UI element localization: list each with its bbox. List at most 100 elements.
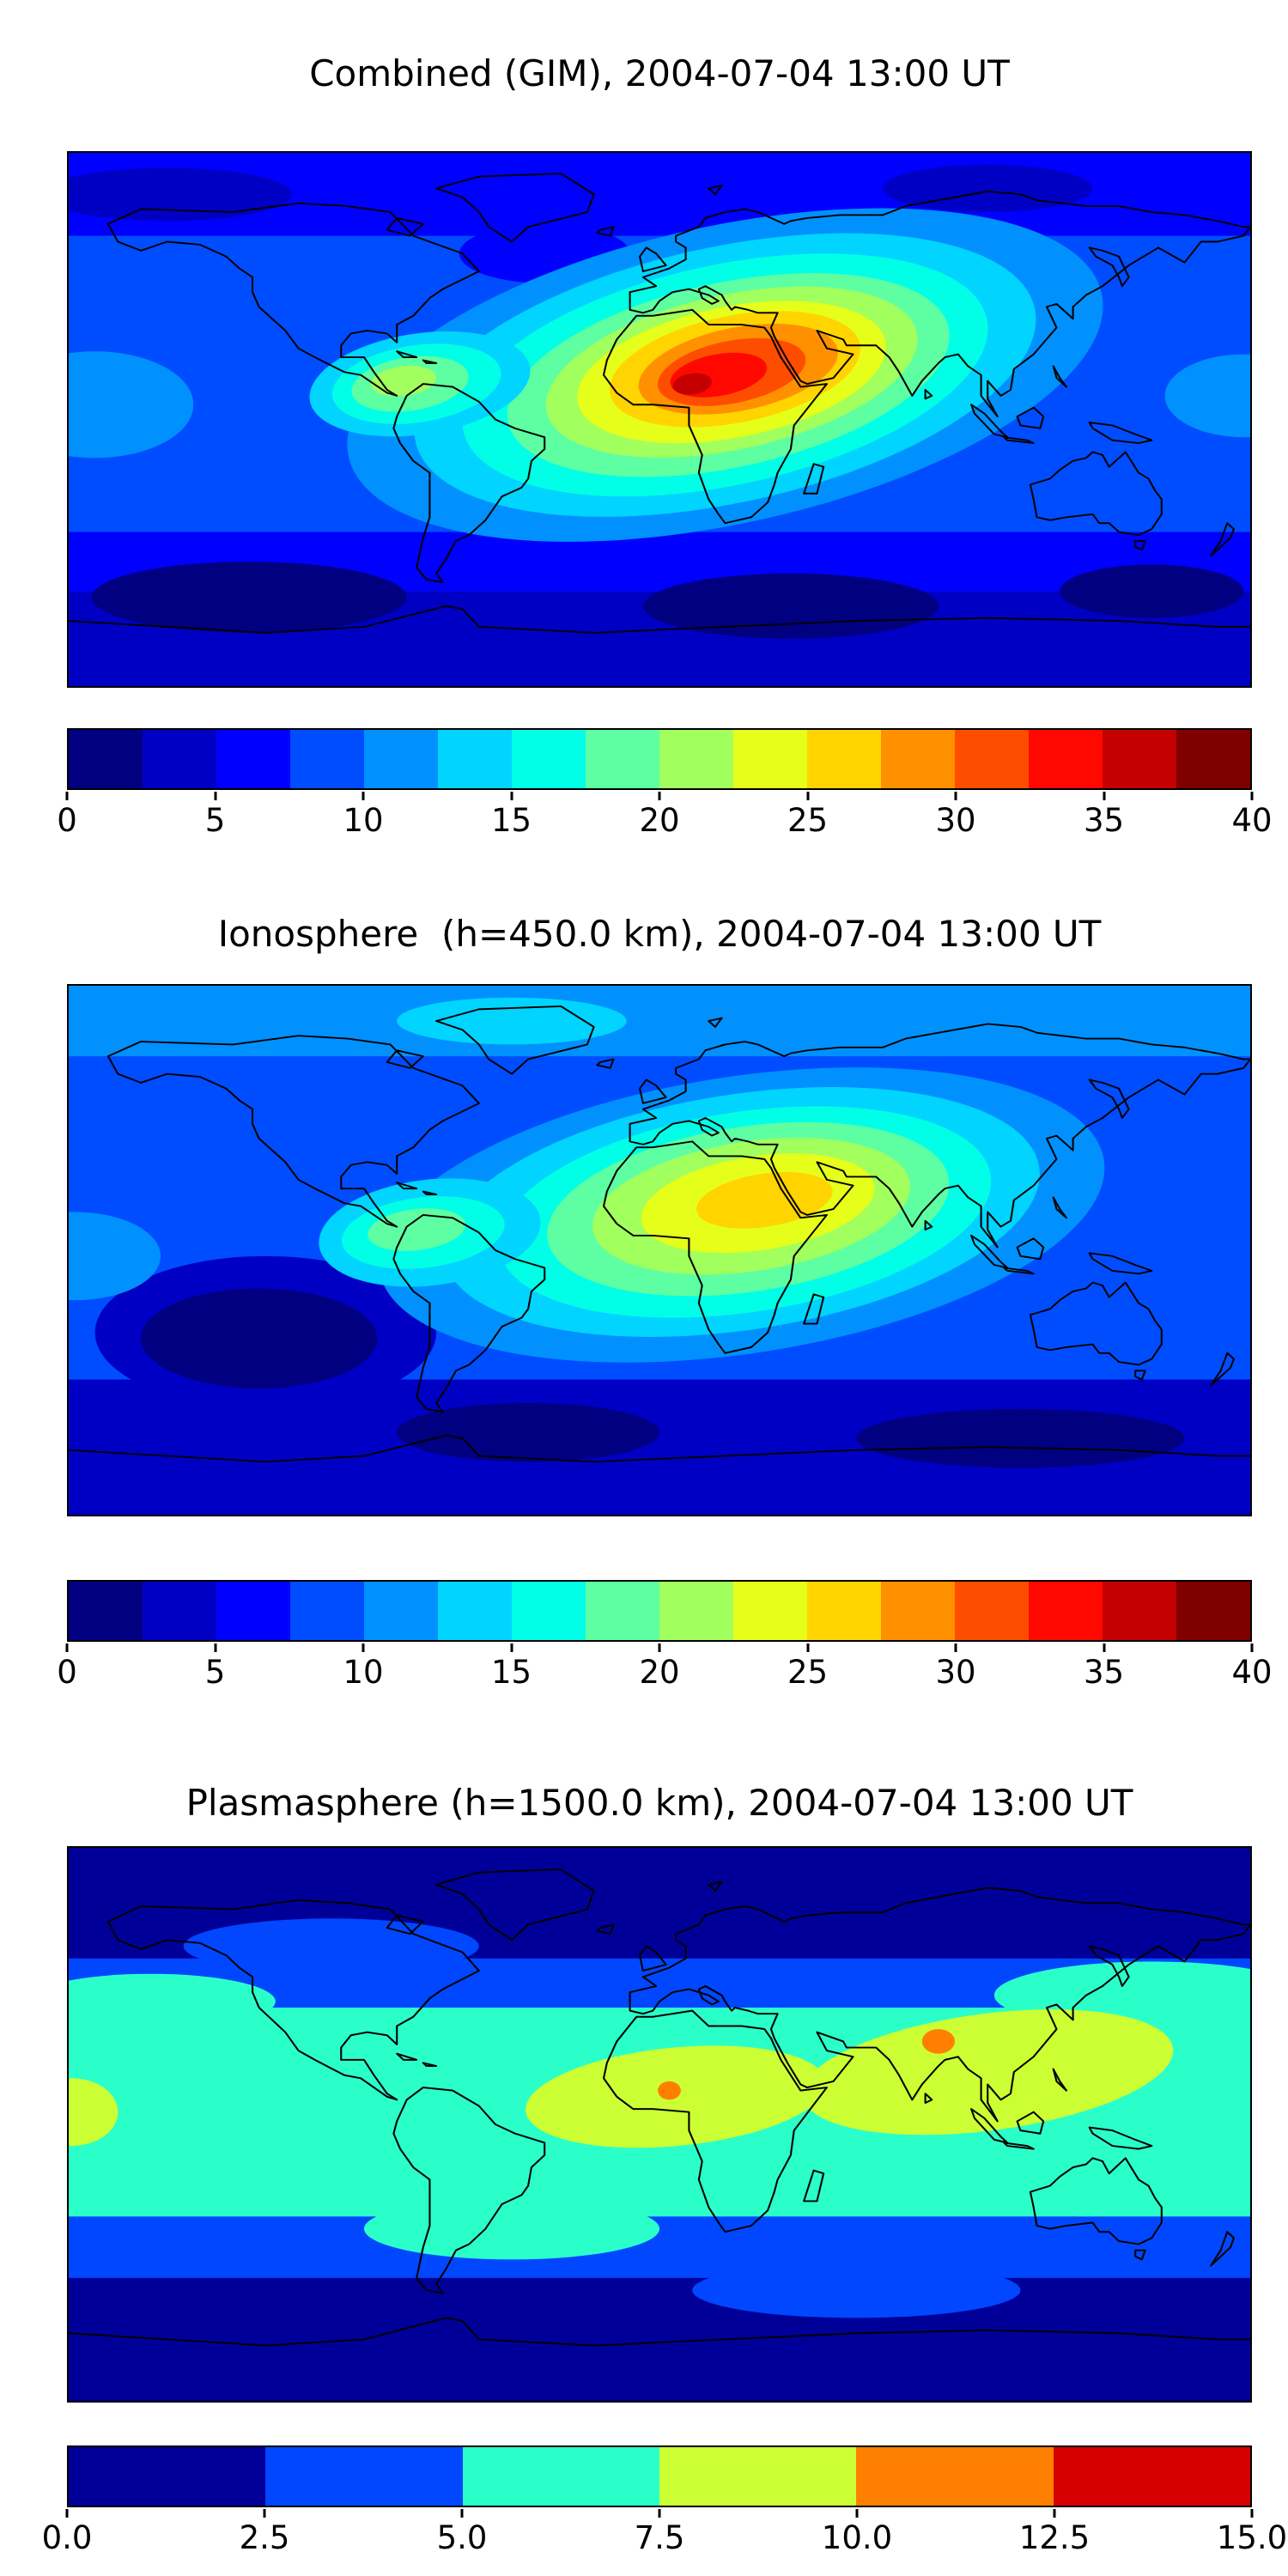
- colorbar-tick-label: 0.0: [41, 2519, 93, 2556]
- map-ionosphere: [67, 984, 1252, 1516]
- colorbar-tick: [658, 1643, 661, 1652]
- colorbar-segment: [807, 730, 881, 788]
- colorbar-segment: [881, 730, 955, 788]
- colorbar-tick: [1103, 1643, 1105, 1652]
- colorbar-segments-3: [69, 2447, 1250, 2506]
- colorbar-tick-label: 30: [935, 802, 976, 839]
- colorbar-segment: [733, 1582, 807, 1640]
- colorbar-tick-label: 5: [204, 1654, 226, 1691]
- colorbar-tick-label: 25: [787, 802, 829, 839]
- colorbar-tick-label: 0: [57, 1654, 77, 1691]
- colorbar-tick: [65, 2509, 69, 2518]
- colorbar-tick-label: 25: [787, 1654, 829, 1691]
- map-svg-1: [69, 153, 1250, 686]
- panel-title-combined: Combined (GIM), 2004-07-04 13:00 UT: [309, 52, 1010, 94]
- colorbar-segment: [1103, 730, 1176, 788]
- colorbar-ticklabels-3: 0.0 2.5 5.0 7.5 10.0 12.5 15.0: [42, 2509, 1287, 2564]
- colorbar-segment: [1053, 2447, 1250, 2506]
- colorbar-tick-label: 0: [57, 802, 77, 839]
- colorbar-segment: [265, 2447, 463, 2506]
- colorbar-tick: [361, 1643, 365, 1652]
- colorbar-tick: [510, 792, 513, 800]
- tec-contour-blob: [69, 1973, 276, 2030]
- colorbar-tick-label: 10: [343, 802, 384, 839]
- colorbar-tick-label: 12.5: [1018, 2519, 1091, 2556]
- colorbar-tick-label: 15: [490, 802, 532, 839]
- colorbar-tick: [65, 792, 69, 800]
- colorbar-segment: [586, 1582, 659, 1640]
- colorbar-tick: [954, 792, 957, 800]
- colorbar-tick-label: 20: [639, 802, 680, 839]
- colorbar-segment: [955, 730, 1029, 788]
- colorbar-tick: [658, 2509, 661, 2518]
- colorbar-ionosphere: [67, 1580, 1252, 1642]
- colorbar-tick: [954, 1643, 957, 1652]
- colorbar-segment: [807, 1582, 881, 1640]
- colorbar-segment: [290, 730, 364, 788]
- colorbar-segment: [69, 1582, 143, 1640]
- colorbar-segment: [364, 730, 438, 788]
- colorbar-tick-label: 2.5: [239, 2519, 290, 2556]
- colorbar-segment: [1029, 730, 1103, 788]
- map-svg-3: [69, 1848, 1250, 2401]
- map-svg-2: [69, 986, 1250, 1515]
- colorbar-tick-label: 35: [1083, 802, 1125, 839]
- coastline-path: [69, 1868, 1250, 2347]
- colorbar-segment: [1176, 1582, 1250, 1640]
- colorbar-segment: [438, 730, 512, 788]
- tec-contour-blob: [856, 1408, 1185, 1468]
- colorbar-segment: [143, 1582, 216, 1640]
- tec-contour-blob: [69, 167, 292, 222]
- colorbar-tick-label: 15.0: [1216, 2519, 1288, 2556]
- tec-contour-blob: [183, 1918, 479, 1974]
- tec-contour-blob: [658, 2081, 681, 2100]
- tec-contour-blob: [692, 2263, 1021, 2318]
- colorbar-tick: [263, 2509, 266, 2518]
- tec-contour-blob: [672, 373, 712, 395]
- colorbar-segments-2: [69, 1582, 1250, 1640]
- colorbar-segment: [659, 730, 733, 788]
- colorbar-segment: [1103, 1582, 1176, 1640]
- colorbar-segment: [290, 1582, 364, 1640]
- colorbar-plasmasphere: [67, 2445, 1252, 2507]
- colorbar-tick: [658, 792, 661, 800]
- colorbar-tick: [214, 792, 216, 800]
- colorbar-segment: [659, 2447, 857, 2506]
- colorbar-segment: [659, 1582, 733, 1640]
- colorbar-tick-label: 10.0: [821, 2519, 893, 2556]
- colorbar-tick: [510, 1643, 513, 1652]
- colorbar-tick: [855, 2509, 859, 2518]
- colorbar-segment: [512, 730, 586, 788]
- colorbar-segment: [143, 730, 216, 788]
- colorbar-tick: [1103, 792, 1105, 800]
- coastline-path: [69, 1005, 1250, 1463]
- tec-contour-blob: [642, 573, 939, 639]
- colorbar-tick-label: 5.0: [436, 2519, 488, 2556]
- colorbar-tick-label: 7.5: [634, 2519, 685, 2556]
- colorbar-tick-label: 20: [639, 1654, 680, 1691]
- colorbar-tick: [65, 1643, 69, 1652]
- colorbar-segment: [69, 2447, 266, 2506]
- tec-contour-blob: [802, 2009, 1174, 2136]
- colorbar-segment: [1029, 1582, 1103, 1640]
- tec-contour-blob: [368, 1208, 466, 1251]
- colorbar-tick: [806, 792, 809, 800]
- colorbar-tick-label: 40: [1231, 1654, 1273, 1691]
- colorbar-tick: [1250, 1643, 1254, 1652]
- colorbar-segment: [733, 730, 807, 788]
- colorbar-tick: [460, 2509, 464, 2518]
- colorbar-segment: [856, 2447, 1054, 2506]
- tec-contour-blob: [397, 997, 627, 1045]
- colorbar-segment: [364, 1582, 438, 1640]
- colorbar-tick: [806, 1643, 809, 1652]
- tec-contour-blob: [141, 1288, 378, 1388]
- colorbar-segment: [216, 1582, 290, 1640]
- tec-contour-blob: [397, 1402, 659, 1462]
- map-combined: [67, 151, 1252, 688]
- panel-title-plasmasphere: Plasmasphere (h=1500.0 km), 2004-07-04 1…: [185, 1782, 1133, 1824]
- tec-contour-blob: [364, 2197, 659, 2260]
- panel-title-ionosphere: Ionosphere (h=450.0 km), 2004-07-04 13:0…: [217, 913, 1102, 955]
- colorbar-segment: [69, 730, 143, 788]
- colorbar-tick: [1250, 792, 1254, 800]
